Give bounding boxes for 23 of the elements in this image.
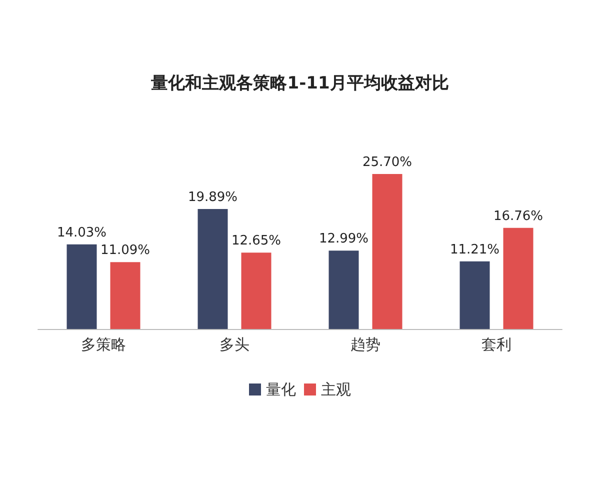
- bar: [460, 261, 490, 329]
- bar: [198, 208, 228, 329]
- data-label: 12.99%: [318, 232, 369, 247]
- bar: [110, 262, 140, 329]
- legend-label: 量化: [266, 380, 296, 398]
- x-tick-label: 多策略: [81, 336, 126, 354]
- data-label: 19.89%: [188, 190, 238, 205]
- data-label: 16.76%: [493, 208, 544, 224]
- bar: [503, 228, 534, 329]
- data-label: 14.03%: [56, 225, 107, 240]
- data-label: 11.09%: [100, 243, 150, 258]
- data-label: 25.70%: [362, 154, 412, 170]
- bar: [372, 174, 402, 329]
- legend-label: 主观: [321, 380, 351, 398]
- x-tick-label: 趋势: [350, 336, 380, 354]
- bar: [66, 244, 97, 329]
- data-label: 11.21%: [450, 242, 500, 258]
- chart-title: 量化和主观各策略1-11月平均收益对比: [150, 74, 449, 94]
- x-tick-label: 多头: [220, 336, 250, 354]
- data-label: 12.65%: [231, 234, 282, 249]
- bar: [328, 250, 359, 329]
- bar: [241, 252, 272, 329]
- x-tick-label: 套利: [482, 336, 512, 354]
